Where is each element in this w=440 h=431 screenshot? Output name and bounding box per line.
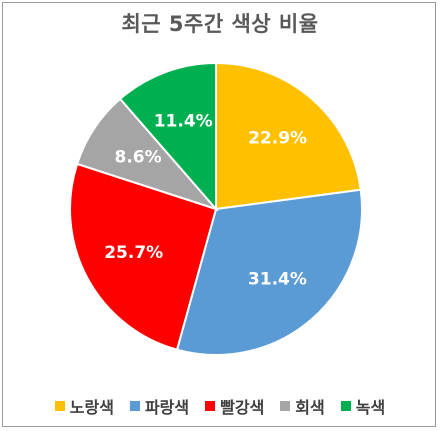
slice-label-green: 11.4% [154, 112, 213, 132]
legend-swatch-blue [129, 401, 140, 411]
legend-swatch-green [340, 401, 351, 411]
legend-item-green: 녹색 [340, 394, 386, 418]
chart-title: 최근 5주간 색상 비율 [121, 12, 319, 36]
pie-slice-green [118, 61, 217, 212]
slice-label-yellow: 22.9% [248, 129, 307, 149]
legend-label-red: 빨강색 [220, 398, 265, 417]
legend-label-gray: 회색 [295, 398, 325, 417]
legend: 노랑색 파랑색 빨강색 회색 녹색 [0, 394, 440, 418]
pie-slice-blue [175, 188, 363, 356]
legend-item-gray: 회색 [280, 394, 325, 418]
slice-label-blue: 31.4% [248, 270, 307, 290]
slice-label-gray: 8.6% [115, 148, 162, 168]
legend-label-yellow: 노랑색 [69, 398, 114, 417]
legend-swatch-yellow [54, 401, 65, 411]
legend-item-red: 빨강색 [205, 394, 264, 418]
legend-swatch-gray [280, 401, 291, 411]
legend-item-yellow: 노랑색 [54, 394, 114, 418]
legend-label-blue: 파랑색 [144, 398, 190, 417]
legend-item-blue: 파랑색 [129, 394, 190, 418]
slice-label-red: 25.7% [104, 243, 163, 263]
legend-swatch-red [205, 401, 216, 411]
legend-label-green: 녹색 [355, 398, 386, 417]
pie-slice-red [69, 162, 218, 351]
pie-slice-yellow [215, 61, 362, 211]
